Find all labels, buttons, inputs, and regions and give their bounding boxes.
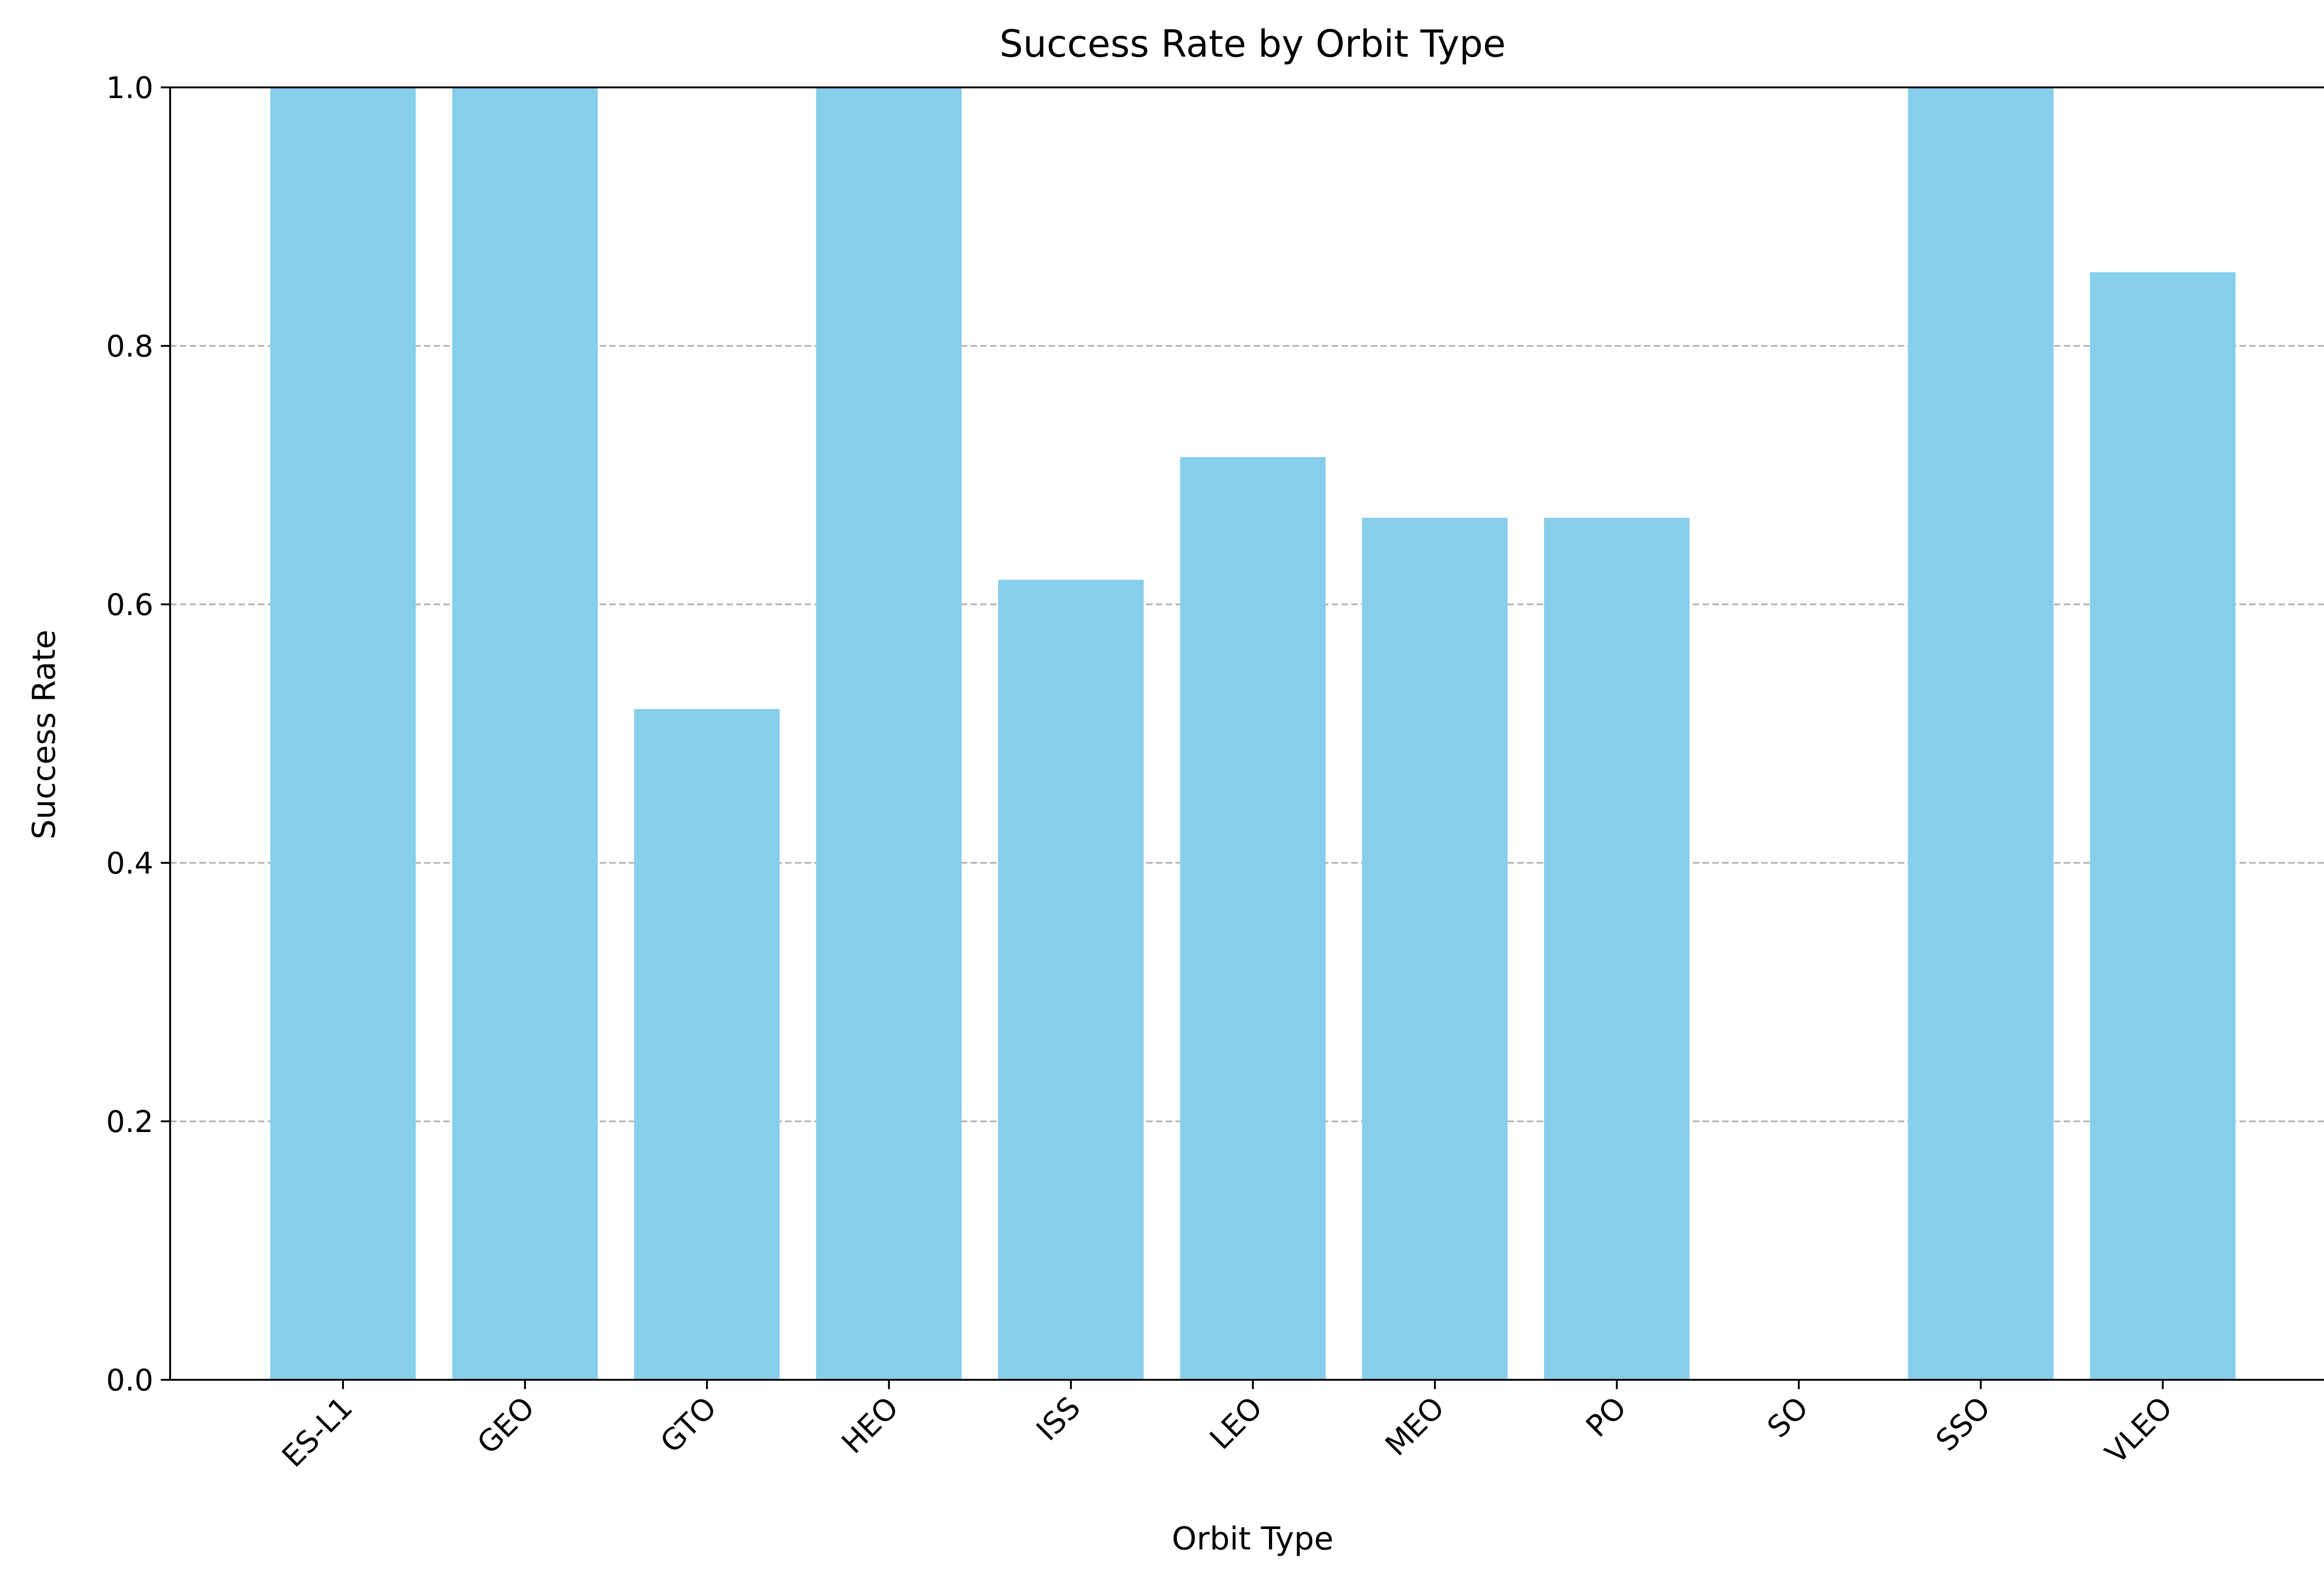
x-axis-label: Orbit Type (1172, 1521, 1334, 1557)
bar-heo (816, 87, 962, 1380)
y-tick-label: 0.6 (106, 588, 153, 622)
bar-es-l1 (270, 87, 416, 1380)
plot-frame (169, 86, 2324, 1381)
bar-meo (1362, 517, 1508, 1380)
y-tick-label: 0.4 (106, 847, 153, 881)
bars (270, 87, 2236, 1380)
bar-po (1544, 517, 1690, 1380)
bar-iss (998, 580, 1144, 1380)
y-tick-label: 0.8 (106, 330, 153, 364)
y-axis-ticks: 0.0 0.2 0.4 0.6 0.8 1.0 (106, 71, 170, 1398)
bar-gto (634, 709, 780, 1380)
bar-sso (1908, 87, 2054, 1380)
y-tick-label: 0.0 (106, 1364, 153, 1398)
y-tick-label: 1.0 (106, 71, 153, 106)
bar-leo (1180, 457, 1326, 1380)
y-tick-label: 0.2 (106, 1105, 153, 1139)
bar-geo (452, 87, 598, 1380)
bar-vleo (2090, 272, 2236, 1380)
chart-title: Success Rate by Orbit Type (999, 22, 1505, 66)
y-axis-label: Success Rate (26, 629, 63, 839)
